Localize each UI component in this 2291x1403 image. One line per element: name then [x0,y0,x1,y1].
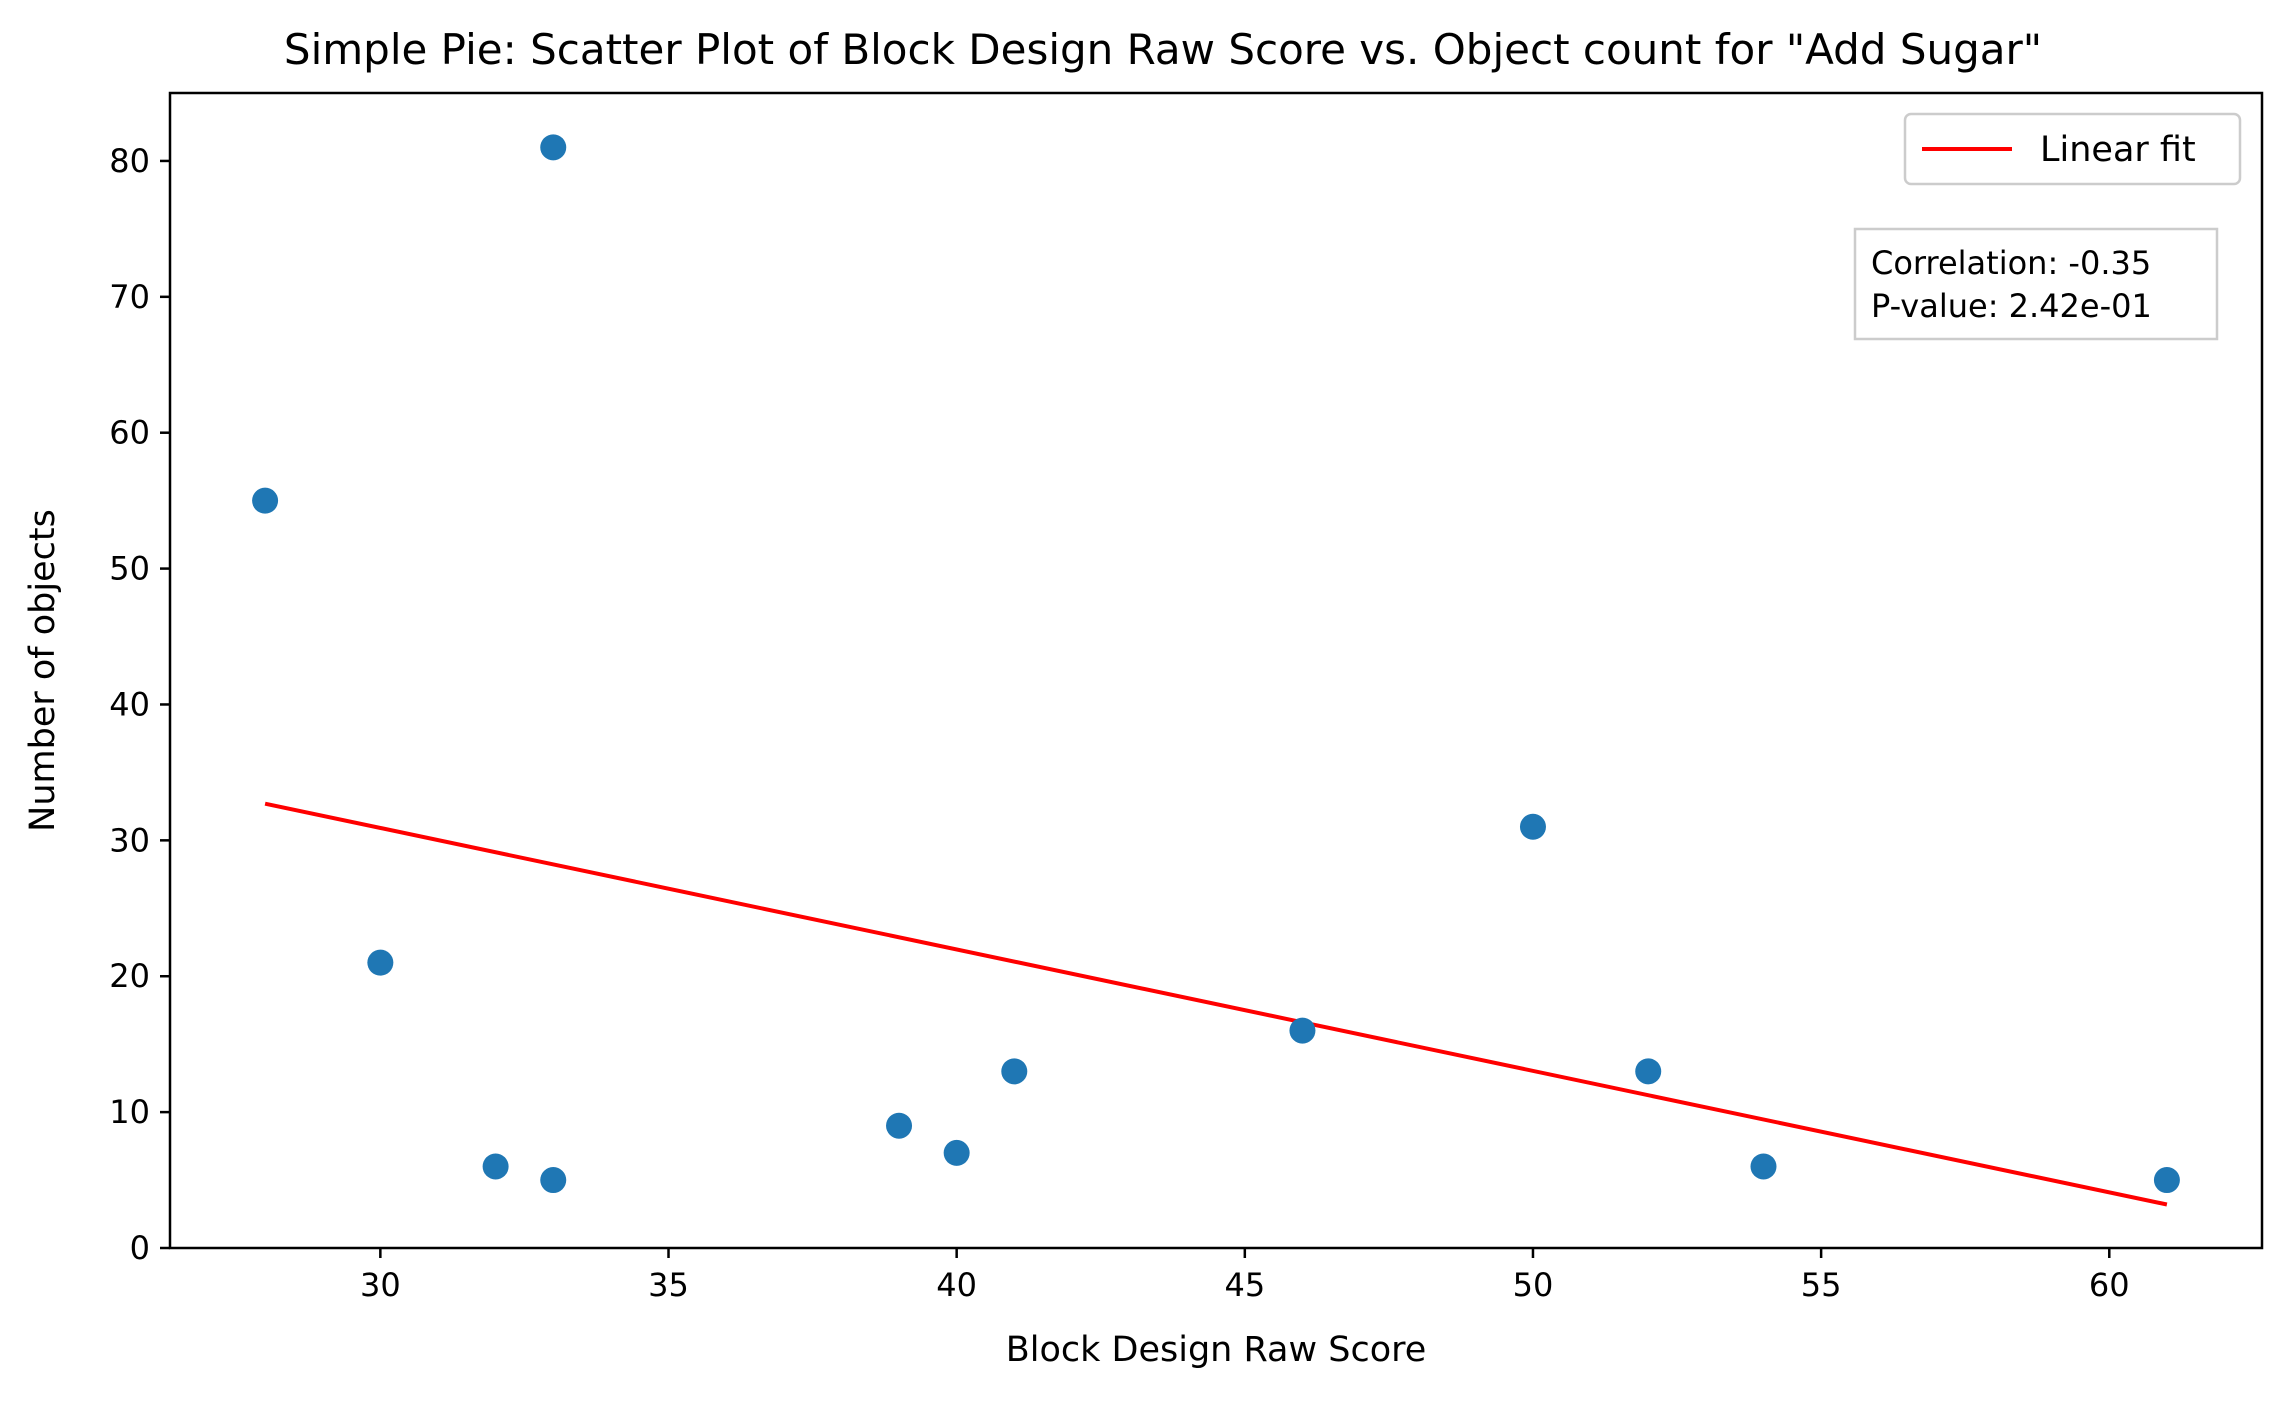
y-tick-label: 10 [109,1093,150,1131]
correlation-text: Correlation: -0.35 [1871,244,2151,282]
legend: Linear fit [1903,112,2242,186]
scatter-point [252,487,279,514]
scatter-point [1289,1017,1316,1044]
stats-annotation: Correlation: -0.35 P-value: 2.42e-01 [1853,227,2219,341]
legend-label-linear-fit: Linear fit [2040,130,2196,170]
stats-box [1853,227,2219,341]
y-tick-label: 80 [109,142,150,180]
scatter-point [943,1139,970,1166]
x-axis-label: Block Design Raw Score [1006,1330,1427,1370]
scatter-points [252,134,2180,1194]
legend-box [1903,112,2242,186]
x-axis: 30 35 40 45 50 55 60 [360,1248,2130,1304]
y-tick-label: 50 [109,550,150,588]
scatter-point [2153,1167,2180,1194]
y-tick-label: 40 [109,685,150,723]
y-axis: 0 10 20 30 40 50 60 70 80 [109,142,170,1267]
y-axis-label: Number of objects [23,509,63,832]
x-tick-label: 60 [2089,1266,2130,1304]
x-tick-label: 35 [648,1266,689,1304]
plot-area-frame [168,91,2264,1250]
scatter-point [886,1112,913,1139]
scatter-point [540,1167,567,1194]
y-tick-label: 30 [109,821,150,859]
y-tick-label: 0 [130,1229,150,1267]
scatter-point [1750,1153,1777,1180]
x-tick-label: 50 [1513,1266,1554,1304]
linear-fit-line [264,801,2168,1207]
y-tick-label: 60 [109,414,150,452]
y-tick-label: 70 [109,278,150,316]
scatter-point [482,1153,509,1180]
scatter-point [1001,1058,1028,1085]
chart-title: Simple Pie: Scatter Plot of Block Design… [284,25,2042,74]
scatter-point [540,134,567,161]
y-tick-label: 20 [109,957,150,995]
x-tick-label: 45 [1224,1266,1265,1304]
scatter-point [1519,813,1546,840]
scatter-point [367,949,394,976]
x-tick-label: 40 [936,1266,977,1304]
p-value-text: P-value: 2.42e-01 [1871,287,2152,325]
x-tick-label: 30 [360,1266,401,1304]
scatter-point [1635,1058,1662,1085]
x-tick-label: 55 [1801,1266,1842,1304]
